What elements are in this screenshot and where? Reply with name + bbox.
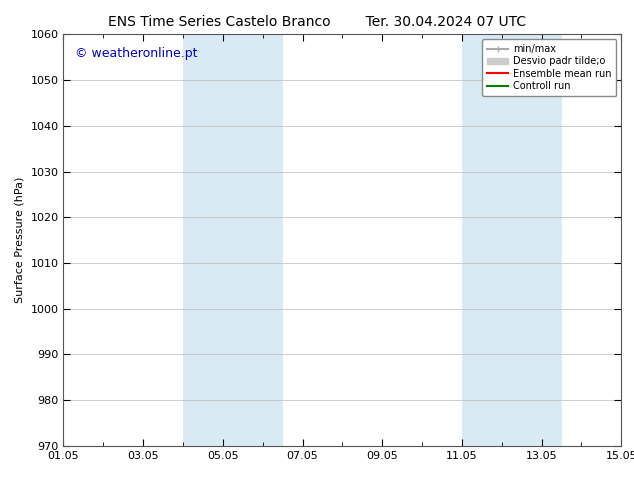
Y-axis label: Surface Pressure (hPa): Surface Pressure (hPa)	[15, 177, 25, 303]
Bar	[183, 34, 283, 446]
Text: ENS Time Series Castelo Branco        Ter. 30.04.2024 07 UTC: ENS Time Series Castelo Branco Ter. 30.0…	[108, 15, 526, 29]
Legend: min/max, Desvio padr tilde;o, Ensemble mean run, Controll run: min/max, Desvio padr tilde;o, Ensemble m…	[482, 39, 616, 96]
Text: © weatheronline.pt: © weatheronline.pt	[75, 47, 197, 60]
Bar	[462, 34, 562, 446]
